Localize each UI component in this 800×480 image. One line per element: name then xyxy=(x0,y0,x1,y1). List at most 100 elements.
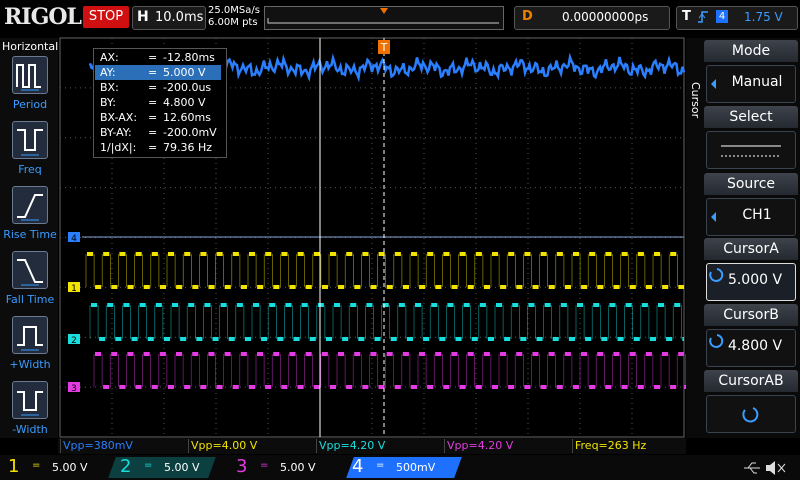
readout-cell: 4.800 V xyxy=(163,96,206,109)
channel-number[interactable]: 1 xyxy=(8,456,20,477)
menu-icon[interactable] xyxy=(12,56,48,94)
menu-item-label: Freq xyxy=(18,163,42,176)
readout-cell: -12.80ms xyxy=(163,51,215,64)
menu-icon[interactable] xyxy=(12,251,48,289)
menu-title[interactable]: CursorA xyxy=(704,238,798,260)
timebase-label: H xyxy=(137,9,149,25)
readout-cell: BX-AX: xyxy=(100,111,138,124)
readout-cell: 1/|dX|: xyxy=(100,141,137,154)
measurement: Vpp=4.20 V xyxy=(444,439,513,453)
run-status[interactable]: STOP xyxy=(83,6,129,28)
readout-cell: BY: xyxy=(100,96,116,109)
channel-marker-label: 4 xyxy=(71,234,77,244)
menu-title[interactable]: CursorB xyxy=(704,304,798,326)
channel-number[interactable]: 4 xyxy=(352,456,364,477)
overview-trigger xyxy=(380,8,388,14)
menu-item-label: -Width xyxy=(12,423,48,436)
icon-glyph xyxy=(17,129,43,156)
menu-value-box[interactable] xyxy=(706,395,796,433)
menu-icon[interactable] xyxy=(12,186,48,224)
trace-edges xyxy=(89,305,682,339)
measurement: Freq=263 Hz xyxy=(572,439,646,453)
icon-glyph xyxy=(16,64,41,91)
menu-value: Manual xyxy=(731,74,783,90)
readout-cell: 5.000 V xyxy=(163,66,206,79)
channel-scale: 5.00 V xyxy=(280,461,316,474)
menu-icon[interactable] xyxy=(12,381,48,419)
menu-item-label: Rise Time xyxy=(3,228,57,241)
measurement: Vpp=4.20 V xyxy=(316,439,385,453)
readout-cell: = xyxy=(148,111,158,124)
menu-value: 4.800 V xyxy=(727,338,783,354)
measurement: Vpp=380mV xyxy=(60,439,133,453)
channel-marker-label: 3 xyxy=(71,384,77,394)
menu-title[interactable]: Source xyxy=(704,173,798,195)
usb-icon xyxy=(744,462,760,474)
overview-wave xyxy=(267,18,499,24)
readout-cell: BX: xyxy=(100,81,119,94)
channel-marker xyxy=(68,232,80,242)
channel-marker-label: 1 xyxy=(71,284,77,294)
icon-glyph xyxy=(17,326,43,351)
readout-cell: 79.36 Hz xyxy=(163,141,213,154)
knob-icon xyxy=(742,407,759,423)
readout-cell: AX: xyxy=(100,51,119,64)
channel-coupling: = xyxy=(376,460,385,471)
readout-cell: -200.0us xyxy=(163,81,212,94)
menu-title[interactable]: Select xyxy=(704,106,798,128)
speaker-icon xyxy=(766,461,775,475)
channel-scale: 5.00 V xyxy=(164,461,200,474)
channel-number[interactable]: 2 xyxy=(120,456,132,477)
trigger-marker xyxy=(378,40,390,54)
menu-value-box[interactable] xyxy=(706,131,796,169)
menu-value-box[interactable] xyxy=(706,329,796,367)
channel-marker-label: 2 xyxy=(71,336,77,346)
menu-item-label: Fall Time xyxy=(5,293,55,306)
channel-marker xyxy=(68,282,80,292)
sample-rate: 25.0MSa/s xyxy=(208,5,260,16)
menu-icon[interactable] xyxy=(12,121,48,159)
menu-value: CH1 xyxy=(742,207,772,223)
readout-cell: = xyxy=(148,66,158,79)
memory-overview xyxy=(264,6,504,30)
edge-icon xyxy=(698,11,708,23)
menu-item-label: Period xyxy=(12,98,48,111)
left-panel-title: Horizontal xyxy=(2,40,59,53)
brand: RIGOL xyxy=(4,4,82,30)
menu-value-box[interactable] xyxy=(706,263,796,301)
channel-number[interactable]: 3 xyxy=(236,456,248,477)
channel-marker xyxy=(68,382,80,392)
readout-cell: = xyxy=(148,81,158,94)
menu-value: 5.000 V xyxy=(727,272,783,288)
menu-value-box[interactable] xyxy=(706,65,796,103)
menu-title[interactable]: Mode xyxy=(704,40,798,62)
channel-scale: 5.00 V xyxy=(52,461,88,474)
timebase-box xyxy=(132,6,206,30)
delay-box xyxy=(514,6,670,30)
status-icons xyxy=(744,461,786,475)
left-panel xyxy=(0,38,58,438)
readout-cell: -200.0mV xyxy=(163,126,217,139)
trigger-label: T xyxy=(682,9,691,24)
readout-cell: = xyxy=(148,126,158,139)
trace-edges xyxy=(93,354,686,387)
menu-arrow xyxy=(711,79,716,89)
readout-cell: 12.60ms xyxy=(163,111,211,124)
readout-cell: = xyxy=(148,51,158,64)
icon-glyph xyxy=(17,194,43,221)
mute-icon xyxy=(777,463,786,473)
trigger-source: 4 xyxy=(716,10,728,23)
knob-icon xyxy=(709,334,724,348)
readout-cell: = xyxy=(148,96,158,109)
menu-icon[interactable] xyxy=(12,316,48,354)
menu-value-box[interactable] xyxy=(706,198,796,236)
delay-label: D xyxy=(522,9,533,24)
channel-coupling: = xyxy=(144,460,153,471)
readout-highlight xyxy=(95,65,221,80)
trigger-level: 1.75 V xyxy=(744,10,783,24)
knob-icon xyxy=(709,268,724,282)
icon-glyph xyxy=(17,259,43,286)
channel-coupling: = xyxy=(260,460,269,471)
menu-title[interactable]: CursorAB xyxy=(704,370,798,392)
